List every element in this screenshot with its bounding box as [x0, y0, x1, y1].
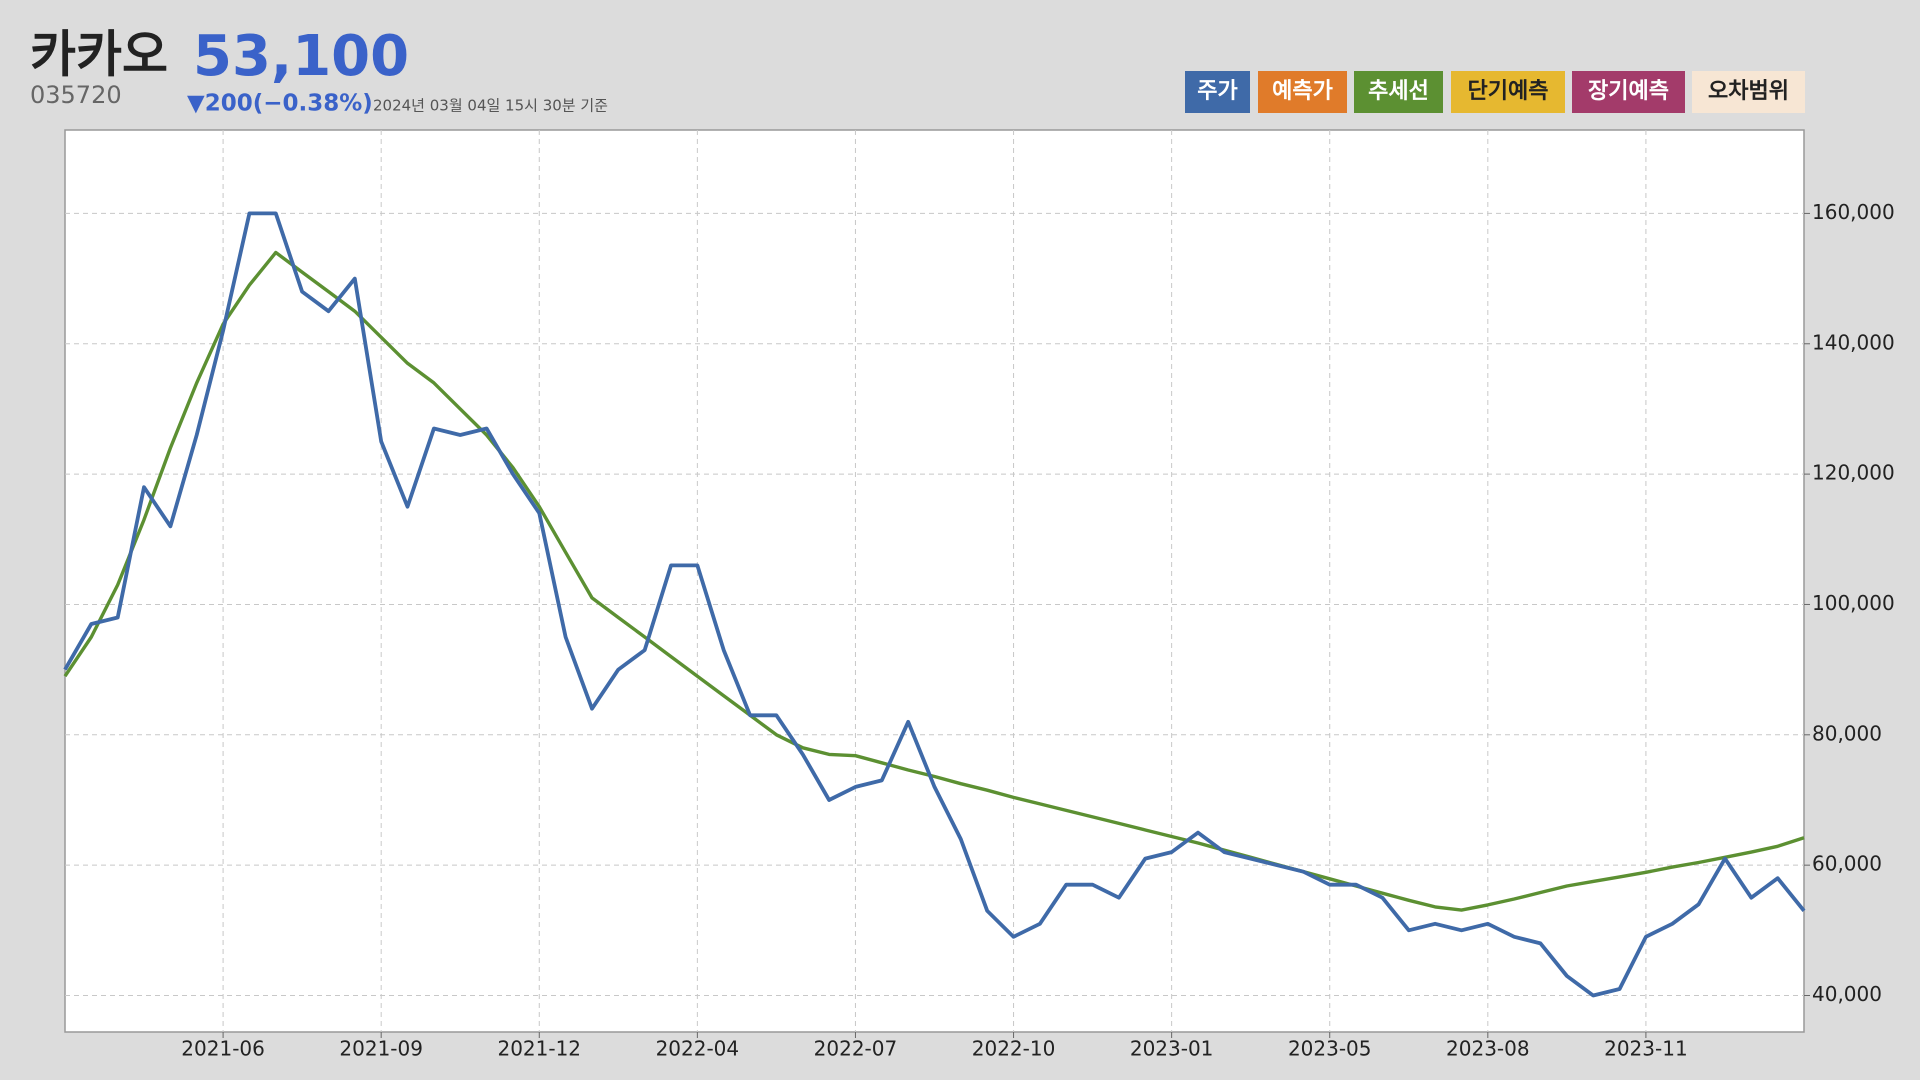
y-tick-label: 120,000 — [1812, 461, 1895, 485]
legend-label[interactable]: 추세선 — [1368, 79, 1429, 104]
legend-button[interactable] — [1185, 71, 1250, 113]
x-tick-label: 2022-07 — [814, 1037, 898, 1061]
y-tick-label: 100,000 — [1812, 591, 1895, 615]
legend-button[interactable] — [1451, 71, 1565, 113]
x-tick-label: 2023-11 — [1604, 1037, 1688, 1061]
legend-button[interactable] — [1258, 71, 1347, 113]
x-tick-label: 2021-12 — [497, 1037, 581, 1061]
legend-button[interactable] — [1692, 71, 1805, 113]
y-tick-label: 40,000 — [1812, 982, 1882, 1006]
x-tick-label: 2023-05 — [1288, 1037, 1372, 1061]
y-tick-label: 80,000 — [1812, 721, 1882, 745]
stock-price: 53,100 — [193, 24, 409, 89]
series-line — [63, 211, 1806, 998]
stock-name: 카카오 — [30, 26, 168, 84]
x-tick-label: 2022-04 — [656, 1037, 740, 1061]
legend-label[interactable]: 오차범위 — [1708, 79, 1789, 104]
y-tick-label: 140,000 — [1812, 330, 1895, 354]
y-tick-label: 160,000 — [1812, 200, 1895, 224]
legend-button[interactable] — [1572, 71, 1685, 113]
stock-code: 035720 — [30, 81, 122, 109]
legend-label[interactable]: 단기예측 — [1468, 79, 1549, 104]
price-change: ▼200(−0.38%) — [187, 91, 373, 117]
x-tick-label: 2021-06 — [181, 1037, 265, 1061]
legend-label[interactable]: 예측가 — [1272, 79, 1333, 104]
timestamp: 2024년 03월 04일 15시 30분 기준 — [373, 97, 608, 115]
series-line — [63, 250, 1805, 912]
x-tick-label: 2022-10 — [972, 1037, 1056, 1061]
y-tick-label: 60,000 — [1812, 852, 1882, 876]
x-tick-label: 2023-01 — [1130, 1037, 1214, 1061]
legend-button[interactable] — [1354, 71, 1443, 113]
plot-area — [64, 129, 1805, 1033]
x-tick-label: 2023-08 — [1446, 1037, 1530, 1061]
legend-label[interactable]: 주가 — [1197, 79, 1237, 104]
x-tick-label: 2021-09 — [339, 1037, 423, 1061]
legend-label[interactable]: 장기예측 — [1588, 79, 1669, 104]
